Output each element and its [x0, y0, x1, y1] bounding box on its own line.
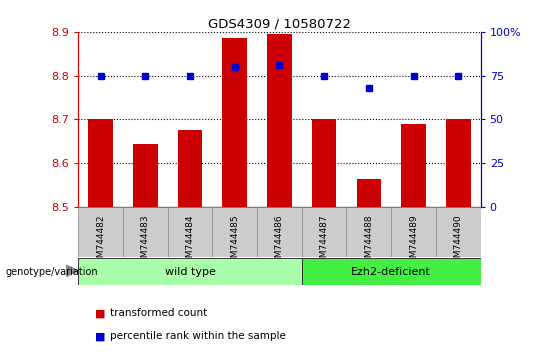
- Bar: [446, 120, 470, 207]
- Text: transformed count: transformed count: [110, 308, 207, 318]
- Polygon shape: [66, 265, 78, 276]
- FancyBboxPatch shape: [168, 207, 212, 257]
- FancyBboxPatch shape: [123, 207, 168, 257]
- Text: ■: ■: [94, 308, 105, 318]
- FancyBboxPatch shape: [302, 258, 481, 285]
- Text: ■: ■: [94, 331, 105, 341]
- Bar: [133, 144, 158, 207]
- FancyBboxPatch shape: [78, 258, 302, 285]
- Bar: [356, 179, 381, 207]
- Bar: [401, 124, 426, 207]
- FancyBboxPatch shape: [78, 207, 123, 257]
- Bar: [267, 34, 292, 207]
- FancyBboxPatch shape: [302, 207, 347, 257]
- Text: GSM744488: GSM744488: [364, 215, 373, 269]
- Text: GSM744485: GSM744485: [230, 215, 239, 269]
- Bar: [178, 130, 202, 207]
- Text: percentile rank within the sample: percentile rank within the sample: [110, 331, 286, 341]
- Bar: [222, 39, 247, 207]
- Text: GSM744483: GSM744483: [141, 215, 150, 269]
- Text: GSM744489: GSM744489: [409, 215, 418, 269]
- FancyBboxPatch shape: [257, 207, 302, 257]
- Bar: [312, 120, 336, 207]
- Text: GSM744486: GSM744486: [275, 215, 284, 269]
- Text: GSM744482: GSM744482: [96, 215, 105, 269]
- Text: GSM744487: GSM744487: [320, 215, 329, 269]
- Text: wild type: wild type: [165, 267, 215, 277]
- Title: GDS4309 / 10580722: GDS4309 / 10580722: [208, 18, 351, 31]
- FancyBboxPatch shape: [212, 207, 257, 257]
- Bar: [89, 120, 113, 207]
- FancyBboxPatch shape: [391, 207, 436, 257]
- Text: GSM744484: GSM744484: [186, 215, 194, 269]
- Text: Ezh2-deficient: Ezh2-deficient: [351, 267, 431, 277]
- Text: genotype/variation: genotype/variation: [5, 267, 98, 276]
- FancyBboxPatch shape: [347, 207, 391, 257]
- Text: GSM744490: GSM744490: [454, 215, 463, 269]
- FancyBboxPatch shape: [436, 207, 481, 257]
